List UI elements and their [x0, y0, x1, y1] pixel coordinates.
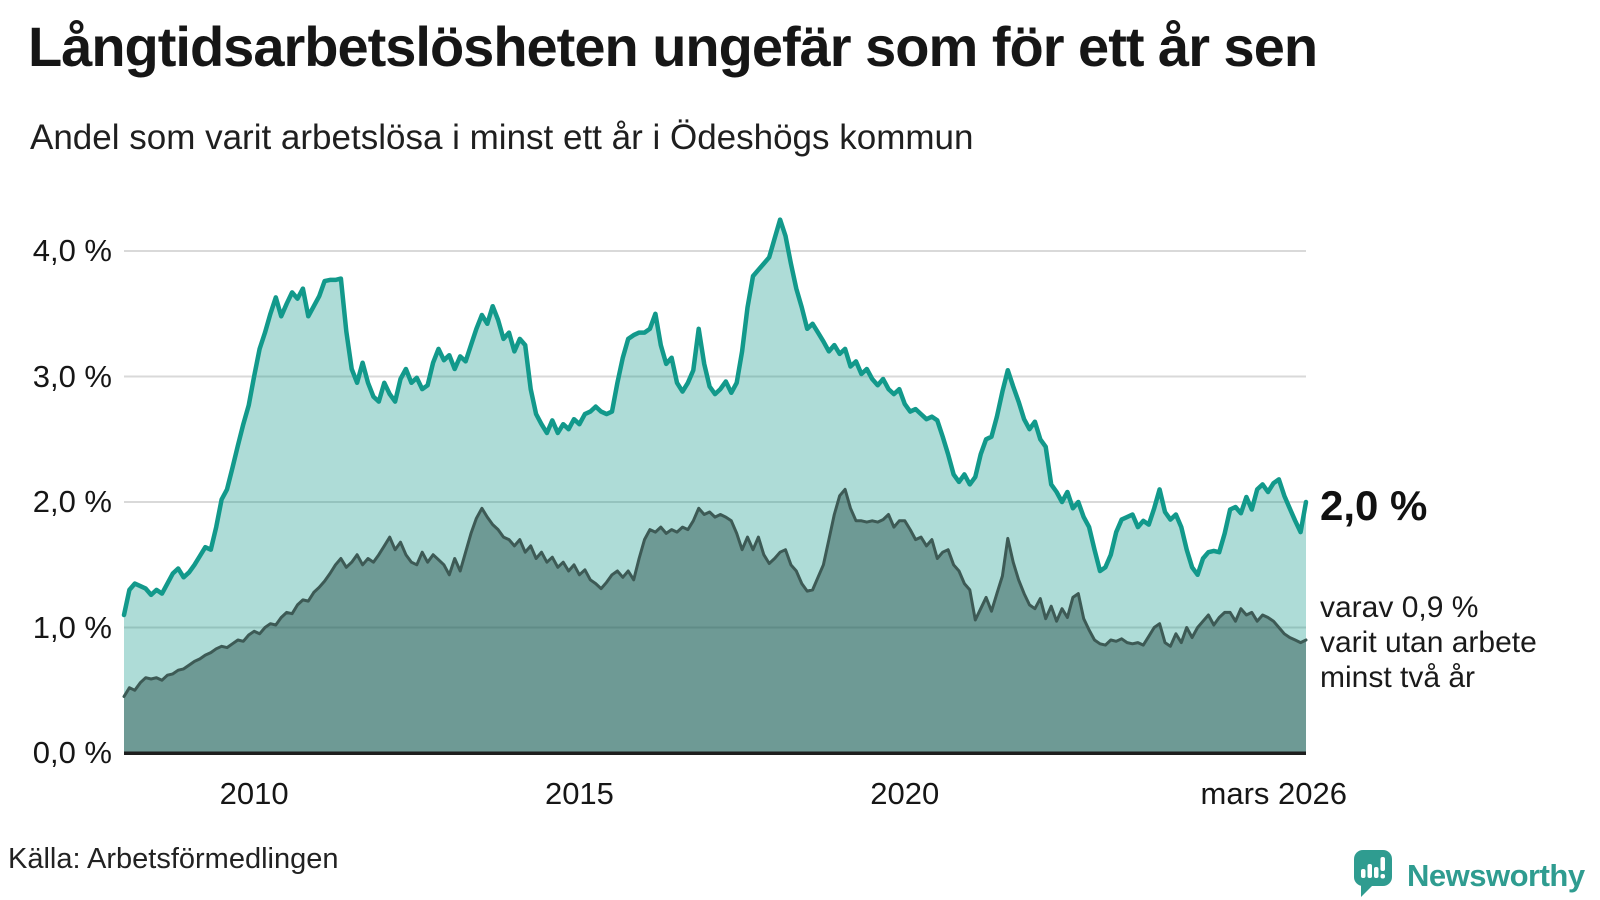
newsworthy-wordmark: Newsworthy: [1407, 858, 1585, 893]
latest-value-label: 2,0 %: [1320, 482, 1428, 529]
newsworthy-icon: [1354, 850, 1392, 897]
page-title: Långtidsarbetslösheten ungefär som för e…: [28, 15, 1318, 78]
y-axis-label: 0,0 %: [32, 735, 112, 770]
x-axis-label: 2015: [544, 776, 614, 811]
y-axis-label: 2,0 %: [32, 484, 112, 519]
area-fill: [124, 219, 1306, 754]
series-line: [121, 217, 1309, 618]
secondary-value-note: varav 0,9 % varit utan arbete minst två …: [1320, 590, 1537, 695]
chart-subtitle: Andel som varit arbetslösa i minst ett å…: [30, 118, 974, 157]
x-axis-label: mars 2026: [1200, 776, 1348, 811]
y-axis-label: 1,0 %: [32, 609, 112, 645]
series-line: [122, 487, 1308, 698]
source-credit: Källa: Arbetsförmedlingen: [8, 843, 339, 875]
note-line: minst två år: [1320, 661, 1476, 694]
y-axis-label: 4,0 %: [32, 233, 112, 268]
newsworthy-logo[interactable]: Newsworthy: [1354, 850, 1585, 900]
x-axis-label: 2010: [219, 776, 289, 811]
x-axis-label: 2020: [870, 776, 940, 811]
note-line: varit utan arbete: [1320, 626, 1537, 659]
note-line: varav 0,9 %: [1320, 591, 1479, 624]
y-axis-label: 3,0 %: [32, 358, 112, 394]
x-axis-baseline: [124, 751, 1306, 755]
